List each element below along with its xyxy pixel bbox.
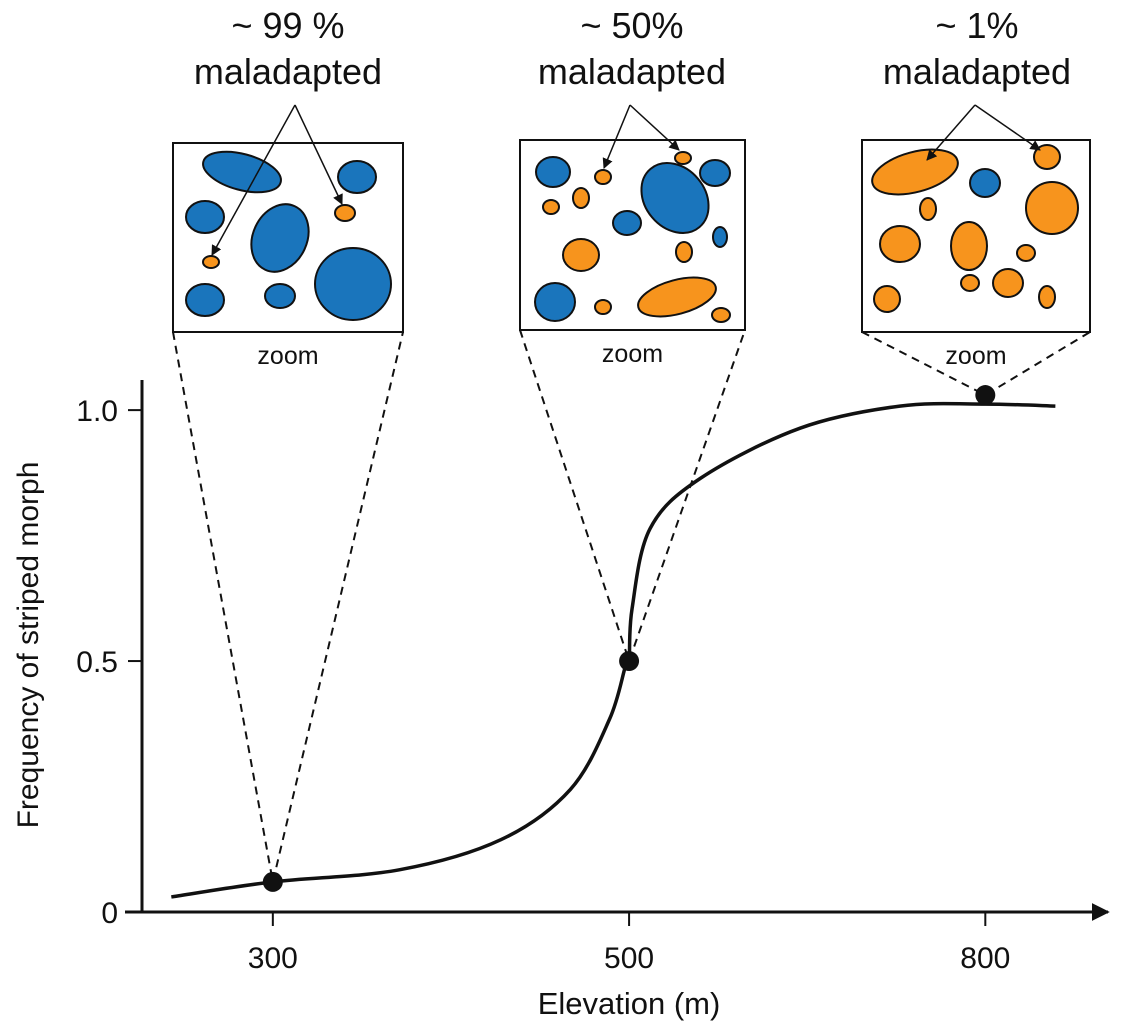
zoom-line [519,329,746,665]
x-tick-label: 300 [248,942,298,975]
inset-3 [861,104,1091,333]
annotation: maladapted [538,51,726,92]
annotation: maladapted [883,51,1071,92]
point [975,385,996,406]
x-tick-label: 500 [604,942,654,975]
annotation: maladapted [194,51,382,92]
x-tick-label: 800 [960,942,1010,975]
inset-2 [519,104,746,331]
point [262,871,283,892]
annotation: ~ 50% [580,5,683,46]
inset-label: zoom [945,342,1006,370]
inset-label: zoom [257,342,318,370]
y-tick-label: 0 [101,897,118,930]
zoom-line [861,331,1091,397]
inset-label: zoom [602,340,663,368]
point [619,651,640,672]
x-axis-title: Elevation (m) [538,986,721,1021]
annotation: ~ 99 % [231,5,344,46]
inset-1 [172,104,404,333]
curve [171,401,1056,899]
annotation: ~ 1% [935,5,1018,46]
y-tick-label: 1.0 [76,395,118,428]
zoom-line [172,331,404,883]
y-axis-title: Frequency of striped morph [12,462,45,829]
y-tick-label: 0.5 [76,646,118,679]
